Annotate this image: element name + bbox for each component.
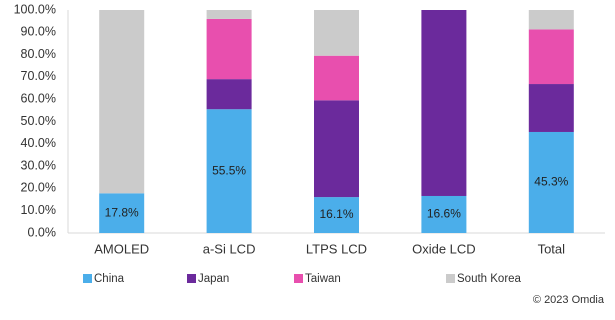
y-tick-label: 90.0% xyxy=(21,25,56,39)
legend-label: South Korea xyxy=(457,273,522,285)
bar-segment xyxy=(314,10,359,56)
data-label: 45.3% xyxy=(534,175,568,189)
data-label: 16.1% xyxy=(319,207,353,221)
y-tick-label: 0.0% xyxy=(28,225,57,239)
legend-label: Taiwan xyxy=(305,273,341,285)
y-tick-label: 100.0% xyxy=(14,2,56,16)
legend-label: Japan xyxy=(198,273,229,285)
x-tick-label: LTPS LCD xyxy=(306,241,367,256)
y-tick-label: 30.0% xyxy=(21,158,56,172)
bar-segment xyxy=(206,109,252,233)
bar-segment xyxy=(314,55,359,101)
bar-segment xyxy=(421,10,467,196)
x-tick-label: a-Si LCD xyxy=(203,241,256,256)
x-tick-label: Oxide LCD xyxy=(412,241,476,256)
bar-segment xyxy=(314,100,359,198)
bar-segment xyxy=(528,131,574,233)
x-tick-label: AMOLED xyxy=(94,241,149,256)
bar-segment xyxy=(528,10,574,30)
bar-segment xyxy=(314,197,359,233)
bar-segment xyxy=(206,18,252,80)
bar-segment xyxy=(421,195,467,233)
source: © 2023 Omdia xyxy=(533,294,605,306)
legend-swatch xyxy=(446,274,455,283)
data-label: 55.5% xyxy=(212,163,246,177)
y-tick-label: 80.0% xyxy=(21,47,56,61)
bar-segment xyxy=(528,29,574,85)
x-tick-label: Total xyxy=(538,241,566,256)
bar-segment xyxy=(528,84,574,132)
legend-swatch xyxy=(187,274,196,283)
legend-swatch xyxy=(83,274,92,283)
bar-segment xyxy=(206,10,252,19)
y-tick-label: 60.0% xyxy=(21,91,56,105)
data-label: 17.8% xyxy=(105,205,139,219)
y-tick-label: 70.0% xyxy=(21,69,56,83)
y-tick-label: 40.0% xyxy=(21,136,56,150)
y-tick-label: 20.0% xyxy=(21,181,56,195)
legend-label: China xyxy=(94,273,125,285)
data-label: 16.6% xyxy=(427,207,461,221)
y-tick-label: 10.0% xyxy=(21,203,56,217)
bar-segment xyxy=(206,79,252,110)
bar-segment xyxy=(99,193,145,233)
bar-segment xyxy=(99,10,145,194)
legend-swatch xyxy=(294,274,303,283)
y-tick-label: 50.0% xyxy=(21,114,56,128)
